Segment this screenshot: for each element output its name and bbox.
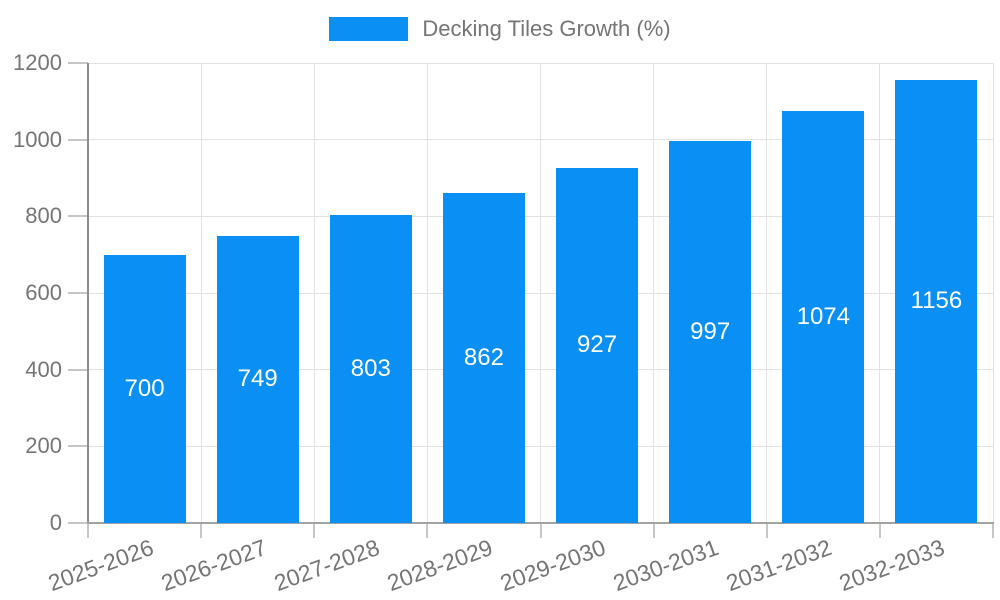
y-axis-tick bbox=[68, 62, 88, 64]
y-axis-tick-label: 1000 bbox=[13, 126, 62, 152]
y-axis-tick bbox=[68, 292, 88, 294]
y-axis-tick-label: 400 bbox=[25, 356, 62, 382]
v-gridline bbox=[992, 63, 994, 523]
bar bbox=[442, 192, 525, 523]
v-gridline bbox=[879, 63, 881, 523]
y-axis-tick-label: 600 bbox=[25, 280, 62, 305]
x-axis-tick-label: 2027-2028 bbox=[270, 534, 383, 597]
bar bbox=[782, 111, 865, 523]
bar-value-label: 862 bbox=[463, 343, 504, 371]
bar bbox=[556, 167, 639, 523]
x-axis-line bbox=[87, 522, 994, 524]
v-gridline bbox=[200, 63, 202, 523]
x-axis-tick-label: 2032-2033 bbox=[836, 534, 949, 597]
y-axis-line bbox=[87, 63, 89, 523]
bar-value-label: 700 bbox=[124, 374, 165, 402]
y-axis-tick bbox=[68, 368, 88, 371]
y-axis-tick-label: 200 bbox=[25, 433, 62, 459]
y-axis-tick bbox=[68, 522, 88, 524]
x-axis-tick bbox=[200, 523, 203, 538]
bar bbox=[329, 215, 412, 523]
x-axis-tick bbox=[426, 523, 429, 538]
v-gridline bbox=[653, 63, 655, 523]
bar-value-label: 803 bbox=[350, 355, 391, 383]
bar-value-label: 927 bbox=[577, 331, 618, 359]
y-axis-tick bbox=[68, 138, 88, 141]
x-axis-tick bbox=[87, 523, 89, 538]
legend-label: Decking Tiles Growth (%) bbox=[422, 16, 671, 41]
x-axis-tick bbox=[539, 523, 542, 538]
x-axis-tick-label: 2025-2026 bbox=[44, 534, 157, 597]
legend-swatch bbox=[329, 17, 409, 41]
y-axis-tick-label: 0 bbox=[49, 510, 62, 535]
bar-value-label: 1074 bbox=[796, 303, 850, 331]
v-gridline bbox=[766, 63, 768, 523]
x-axis-tick-label: 2030-2031 bbox=[609, 534, 723, 597]
bar-value-label: 749 bbox=[237, 365, 278, 393]
x-axis-tick-label: 2031-2032 bbox=[722, 534, 836, 597]
bar-value-label: 997 bbox=[690, 317, 731, 345]
v-gridline bbox=[426, 63, 428, 523]
bar bbox=[895, 79, 978, 523]
x-axis-tick-label: 2028-2029 bbox=[383, 534, 496, 597]
y-axis-tick bbox=[68, 445, 88, 448]
x-axis-tick bbox=[652, 523, 655, 538]
v-gridline bbox=[313, 63, 315, 523]
bar bbox=[103, 254, 186, 523]
bar bbox=[216, 235, 299, 523]
y-axis-tick-label: 1200 bbox=[13, 50, 62, 75]
x-axis-tick bbox=[878, 523, 881, 538]
x-axis-tick bbox=[313, 523, 316, 538]
y-axis-tick bbox=[68, 215, 88, 218]
x-axis-tick bbox=[765, 523, 768, 538]
bar bbox=[669, 140, 752, 523]
legend: Decking Tiles Growth (%) bbox=[0, 16, 1000, 42]
x-axis-tick bbox=[992, 523, 994, 538]
v-gridline bbox=[540, 63, 541, 523]
x-axis-tick-label: 2029-2030 bbox=[496, 534, 609, 597]
y-axis-tick-label: 800 bbox=[25, 203, 62, 229]
x-axis-tick-label: 2026-2027 bbox=[157, 534, 270, 597]
bar-value-label: 1156 bbox=[910, 287, 963, 315]
